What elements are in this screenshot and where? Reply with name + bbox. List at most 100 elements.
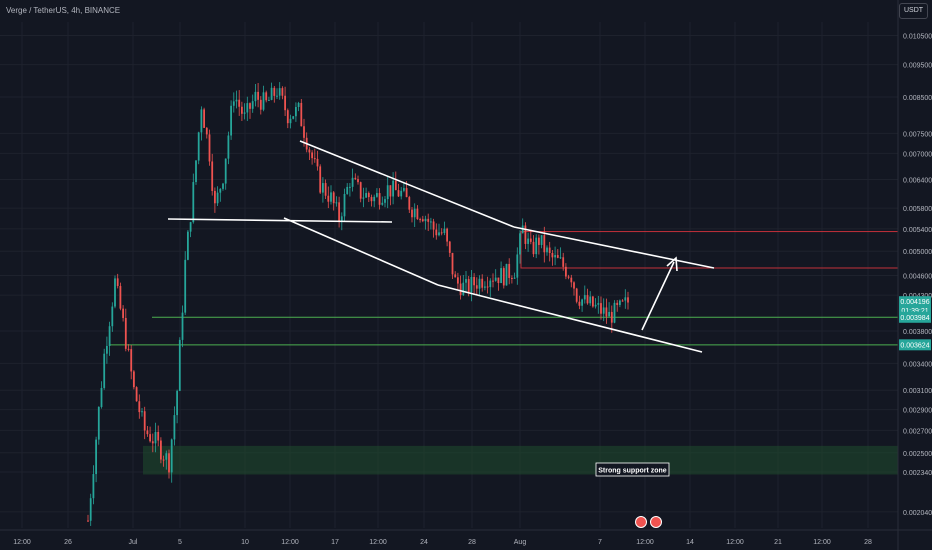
candle-body	[540, 235, 543, 245]
candle-body	[311, 152, 313, 159]
candle-body	[192, 182, 195, 223]
candle-body	[430, 221, 432, 223]
candle-body	[133, 371, 135, 388]
candle-body	[578, 301, 581, 306]
y-tick-label: 0.007500	[903, 131, 932, 138]
channel-upper-line	[299, 140, 515, 228]
candle-body	[586, 295, 589, 304]
candle-body	[529, 238, 532, 242]
candle-body	[297, 102, 300, 108]
candle-body	[446, 228, 448, 242]
candle-body	[386, 185, 389, 200]
y-tick-label: 0.008500	[903, 95, 932, 102]
candle-body	[143, 411, 146, 431]
candle-body	[89, 498, 92, 521]
candle-body	[416, 208, 419, 220]
candle-body	[303, 126, 305, 138]
candle-body	[343, 193, 346, 217]
candle-body	[532, 241, 535, 255]
y-tick-label: 0.004600	[903, 273, 932, 280]
candle-body	[384, 199, 386, 203]
candle-body	[494, 277, 497, 281]
y-tick-label: 0.003100	[903, 388, 932, 395]
candle-body	[178, 339, 181, 391]
candle-body	[124, 317, 127, 349]
candle-body	[470, 276, 473, 293]
candle-body	[513, 277, 516, 279]
candle-body	[486, 286, 489, 288]
channel-lower-line	[283, 217, 439, 286]
candle-body	[554, 255, 556, 258]
price-tag-value: 0.004196	[900, 299, 929, 306]
x-tick-label: 28	[468, 539, 476, 546]
candle-body	[332, 192, 335, 204]
candle-body	[354, 177, 357, 180]
candle-body	[527, 238, 529, 244]
x-tick-label: 7	[598, 539, 602, 546]
candle-body	[87, 520, 89, 522]
price-tag-value: 0.003624	[900, 342, 929, 349]
candle-body	[492, 280, 494, 282]
candle-body	[122, 308, 124, 318]
x-tick-label: 12:00	[369, 539, 387, 546]
candle-body	[108, 326, 111, 346]
candle-body	[308, 149, 311, 153]
candle-body	[432, 221, 435, 230]
candle-body	[389, 185, 392, 197]
candle-body	[459, 283, 462, 296]
candle-body	[278, 88, 281, 96]
x-tick-label: 12:00	[726, 539, 744, 546]
candle-body	[400, 190, 403, 197]
candle-body	[246, 103, 249, 113]
candle-body	[451, 252, 454, 275]
candle-body	[138, 401, 141, 413]
candle-body	[376, 193, 378, 197]
candle-body	[238, 99, 241, 107]
candle-body	[243, 112, 246, 114]
candle-body	[373, 196, 376, 202]
y-tick-label: 0.002500	[903, 451, 932, 458]
pennant-upper-line	[513, 226, 715, 269]
candle-body	[481, 278, 484, 288]
x-tick-label: 24	[420, 539, 428, 546]
candle-body	[195, 160, 197, 183]
candle-body	[535, 237, 538, 255]
candle-body	[597, 303, 600, 305]
candle-body	[289, 118, 292, 124]
candle-body	[602, 307, 605, 314]
candle-body	[502, 268, 505, 286]
candle-body	[489, 280, 492, 288]
y-tick-label: 0.005800	[903, 206, 932, 213]
candle-body	[511, 277, 513, 279]
candle-body	[524, 225, 527, 244]
candle-body	[268, 99, 270, 101]
candle-body	[538, 237, 540, 245]
y-tick-label: 0.002040	[903, 510, 932, 517]
candle-body	[605, 307, 608, 317]
candle-body	[443, 228, 446, 234]
price-tag	[899, 339, 931, 351]
candle-body	[141, 411, 143, 413]
candle-body	[327, 195, 330, 202]
symbol-header[interactable]: Verge / TetherUS, 4h, BINANCE	[6, 6, 121, 15]
candle-body	[276, 95, 278, 97]
candle-body	[230, 105, 232, 136]
y-tick-label: 0.006400	[903, 177, 932, 184]
candle-body	[370, 197, 373, 202]
candle-body	[262, 92, 265, 110]
candle-body	[286, 110, 289, 124]
currency-button[interactable]: USDT	[899, 3, 928, 19]
x-tick-label: 12:00	[13, 539, 31, 546]
candle-body	[608, 311, 610, 317]
candle-body	[570, 277, 573, 283]
candle-body	[465, 279, 467, 283]
candle-body	[467, 279, 470, 293]
candle-body	[300, 102, 303, 127]
candle-body	[556, 255, 559, 258]
candle-body	[292, 116, 295, 119]
candle-body	[97, 406, 100, 440]
candle-body	[330, 192, 332, 202]
annotation-box	[595, 462, 670, 477]
candle-body	[181, 312, 184, 340]
